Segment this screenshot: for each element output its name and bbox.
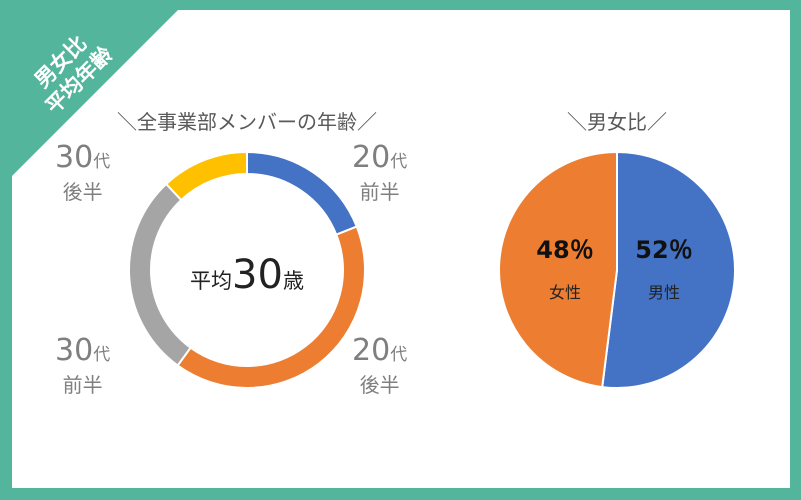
label-20s-early: 20代 前半 — [352, 140, 408, 205]
average-value: 30 — [232, 252, 283, 298]
average-prefix: 平均 — [190, 269, 233, 293]
average-age-label: 平均30歳 — [147, 252, 347, 298]
age-chart-title: ＼全事業部メンバーの年齢／ — [117, 110, 377, 134]
label-20s-late: 20代 後半 — [352, 333, 408, 398]
age-slice-0 — [246, 150, 359, 236]
gender-slice-0 — [601, 150, 736, 389]
age-slice-3 — [164, 150, 248, 202]
gender-slice-1 — [498, 150, 618, 389]
average-suffix: 歳 — [282, 269, 304, 293]
gender-chart-title: ＼男女比／ — [567, 110, 667, 134]
label-30s-early: 30代 前半 — [55, 333, 111, 398]
label-male: 52％ 男性 — [635, 236, 693, 302]
label-30s-late: 30代 後半 — [55, 140, 111, 205]
age-slice-1 — [176, 225, 366, 389]
label-female: 48％ 女性 — [536, 236, 594, 302]
